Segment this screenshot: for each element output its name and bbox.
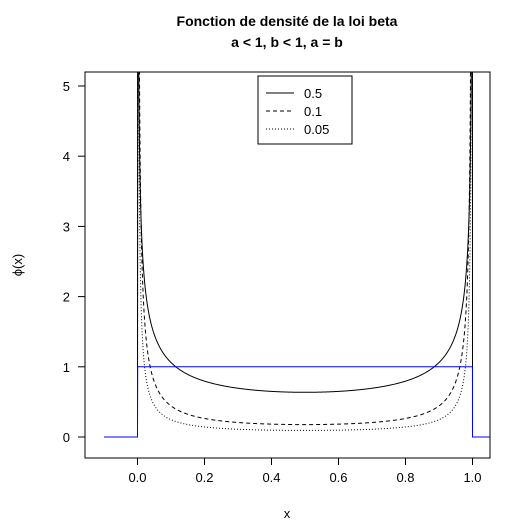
legend: 0.5 0.1 0.05 bbox=[257, 75, 353, 145]
series-layer bbox=[104, 72, 490, 438]
x-tick-label: 1.0 bbox=[463, 470, 481, 485]
x-axis-label: x bbox=[284, 506, 291, 521]
x-tick-label: 0.4 bbox=[262, 470, 280, 485]
y-axis-label: ϕ(x) bbox=[10, 254, 25, 276]
legend-entry-0.05: 0.05 bbox=[266, 122, 329, 137]
x-tick-label: 0.6 bbox=[329, 470, 347, 485]
series-line-a1-b1 bbox=[104, 366, 490, 438]
y-tick-label: 2 bbox=[63, 290, 70, 305]
y-tick-label: 1 bbox=[63, 360, 70, 375]
x-tick-label: 0.8 bbox=[396, 470, 414, 485]
legend-label: 0.1 bbox=[304, 104, 322, 119]
series-line-0.05 bbox=[104, 72, 490, 438]
series-line-0.1 bbox=[104, 72, 490, 438]
x-tick-label: 0.2 bbox=[195, 470, 213, 485]
y-tick-label: 4 bbox=[63, 149, 70, 164]
chart-subtitle: a < 1, b < 1, a = b bbox=[231, 34, 343, 50]
x-tick-label: 0.0 bbox=[128, 470, 146, 485]
chart-title: Fonction de densité de la loi beta bbox=[177, 13, 398, 29]
y-tick-label: 3 bbox=[63, 219, 70, 234]
legend-label: 0.05 bbox=[304, 122, 329, 137]
legend-box bbox=[257, 75, 353, 145]
y-axis: 0 1 2 3 4 5 bbox=[63, 79, 86, 445]
legend-entry-0.1: 0.1 bbox=[266, 104, 322, 119]
series-line-0.5 bbox=[104, 72, 490, 438]
legend-label: 0.5 bbox=[304, 86, 322, 101]
y-tick-label: 0 bbox=[63, 430, 70, 445]
legend-entry-0.5: 0.5 bbox=[266, 86, 322, 101]
x-axis: 0.0 0.2 0.4 0.6 0.8 1.0 bbox=[128, 457, 482, 485]
y-tick-label: 5 bbox=[63, 79, 70, 94]
